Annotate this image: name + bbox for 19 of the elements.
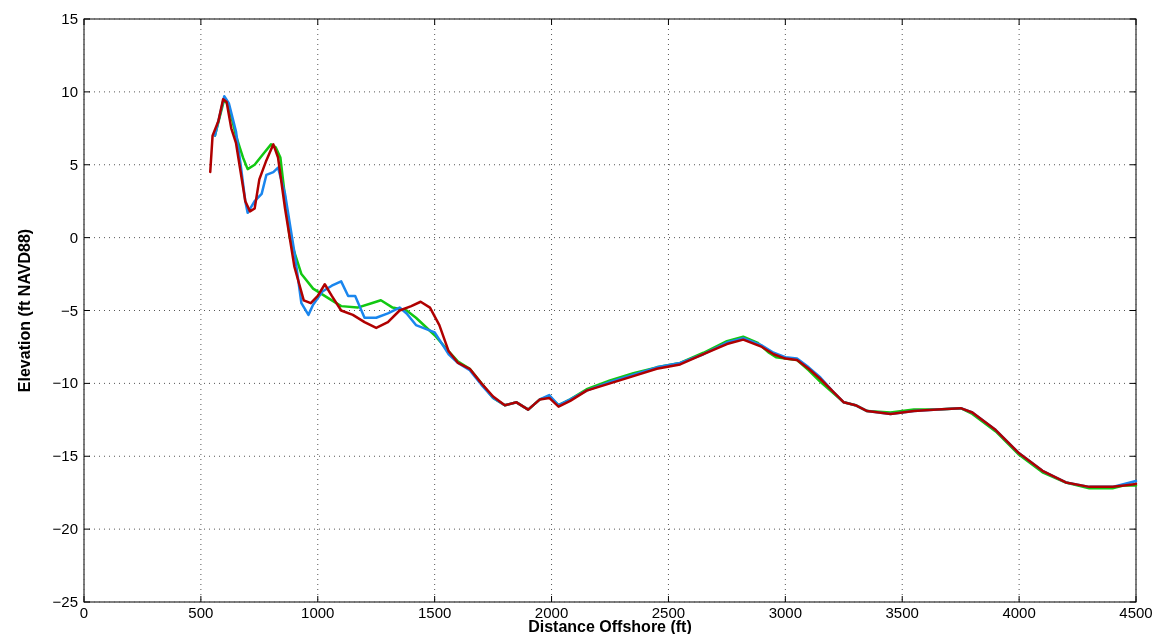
y-axis-title: Elevation (ft NAVD88)	[16, 228, 33, 393]
x-tick-label: 2000	[534, 604, 569, 621]
x-tick-label: 4000	[1002, 604, 1036, 621]
y-tick-label: 0	[69, 228, 78, 246]
x-tick-label: 3500	[885, 604, 919, 621]
x-tick-label: 500	[188, 604, 214, 621]
y-tick-label: −10	[52, 374, 78, 392]
y-tick-label: −15	[52, 447, 78, 465]
x-tick-label: 1500	[417, 604, 452, 621]
y-tick-label: 5	[69, 155, 78, 173]
y-tick-label: −5	[60, 301, 78, 319]
x-tick-label: 3000	[768, 604, 803, 621]
y-tick-label: 15	[61, 10, 78, 27]
x-tick-label: 4500	[1119, 604, 1153, 621]
y-tick-label: 10	[61, 82, 78, 100]
x-tick-label: 2500	[651, 604, 686, 621]
y-tick-label: −20	[52, 520, 78, 538]
x-tick-label: 1000	[301, 604, 335, 621]
y-tick-label: −25	[52, 593, 78, 610]
